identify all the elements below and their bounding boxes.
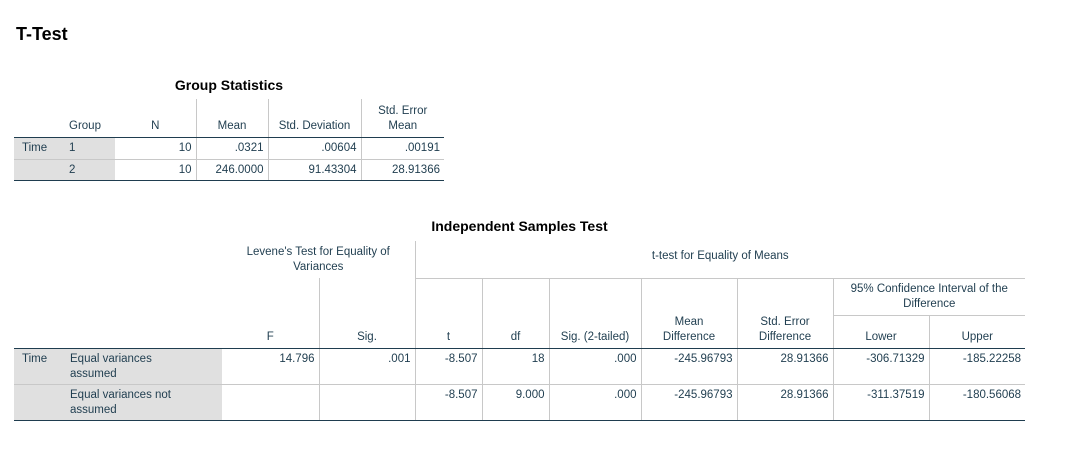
row-label-time: Time (14, 137, 65, 160)
group-cell: 2 (65, 159, 115, 181)
group-cell: 1 (65, 137, 115, 160)
std-error-mean-cell: .00191 (361, 137, 444, 160)
header-row-2: 95% Confidence Interval of the Differenc… (14, 277, 1026, 316)
t-cell: -8.507 (415, 348, 483, 385)
std-error-difference-cell: 28.91366 (737, 384, 834, 421)
ttest-header: t-test for Equality of Means (651, 249, 789, 262)
row-label-equal-variances-not-assumed: Equal variances not assumed (62, 384, 222, 421)
df-cell: 18 (482, 348, 550, 385)
header-sig-2-tailed: Sig. (2-tailed) (549, 315, 642, 349)
row-label-time: Time (14, 348, 62, 385)
df-cell: 9.000 (482, 384, 550, 421)
mean-cell: .0321 (196, 137, 269, 160)
mean-cell: 246.0000 (196, 159, 269, 181)
ci-header: 95% Confidence Interval of the Differenc… (833, 277, 1026, 316)
header-f: F (222, 315, 320, 349)
sig-cell: .001 (319, 348, 416, 385)
header-t: t (415, 315, 483, 349)
header-sig: Sig. (319, 315, 416, 349)
group-statistics-table: Group N Mean Std. Deviation Std. Error M… (14, 99, 444, 181)
levene-header: Levene's Test for Equality of Variances (222, 241, 416, 278)
header-df: df (482, 315, 550, 349)
t-cell: -8.507 (415, 384, 483, 421)
table-row: 2 10 246.0000 91.43304 28.91366 (14, 159, 444, 181)
independent-samples-caption: Independent Samples Test (431, 218, 608, 234)
header-mean: Mean (196, 99, 269, 138)
independent-samples-table: Levene's Test for Equality of Variances … (14, 241, 1026, 421)
header-std-error-difference: Std. Error Difference (737, 315, 834, 349)
header-lower: Lower (833, 315, 930, 349)
f-cell (222, 384, 320, 421)
group-statistics-header-row: Group N Mean Std. Deviation Std. Error M… (14, 99, 444, 138)
table-row: Equal variances not assumed -8.507 9.000… (14, 384, 1026, 421)
mean-difference-cell: -245.96793 (641, 348, 738, 385)
row-label-equal-variances-assumed: Equal variances assumed (62, 348, 222, 385)
table-row: Time 1 10 .0321 .00604 .00191 (14, 137, 444, 160)
header-mean-difference: Mean Difference (641, 315, 738, 349)
header-row-1: Levene's Test for Equality of Variances … (14, 241, 1025, 278)
header-row-3: F Sig. t df Sig. (2-tailed) Mean Differe… (14, 315, 1026, 349)
lower-cell: -306.71329 (833, 348, 930, 385)
page-title: T-Test (16, 24, 68, 44)
sig-2-tailed-cell: .000 (549, 384, 642, 421)
lower-cell: -311.37519 (833, 384, 930, 421)
upper-cell: -180.56068 (929, 384, 1026, 421)
sig-2-tailed-cell: .000 (549, 348, 642, 385)
std-error-difference-cell: 28.91366 (737, 348, 834, 385)
f-cell: 14.796 (222, 348, 320, 385)
header-group: Group (65, 99, 115, 138)
group-statistics-caption: Group Statistics (174, 77, 284, 93)
upper-cell: -185.22258 (929, 348, 1026, 385)
std-deviation-cell: .00604 (268, 137, 362, 160)
mean-difference-cell: -245.96793 (641, 384, 738, 421)
std-deviation-cell: 91.43304 (268, 159, 362, 181)
n-cell: 10 (115, 137, 197, 160)
n-cell: 10 (115, 159, 197, 181)
header-std-deviation: Std. Deviation (268, 99, 362, 138)
header-upper: Upper (929, 315, 1026, 349)
table-row: Time Equal variances assumed 14.796 .001… (14, 348, 1026, 385)
std-error-mean-cell: 28.91366 (361, 159, 444, 181)
header-n: N (115, 99, 197, 138)
sig-cell (319, 384, 416, 421)
header-std-error-mean: Std. Error Mean (361, 99, 444, 138)
